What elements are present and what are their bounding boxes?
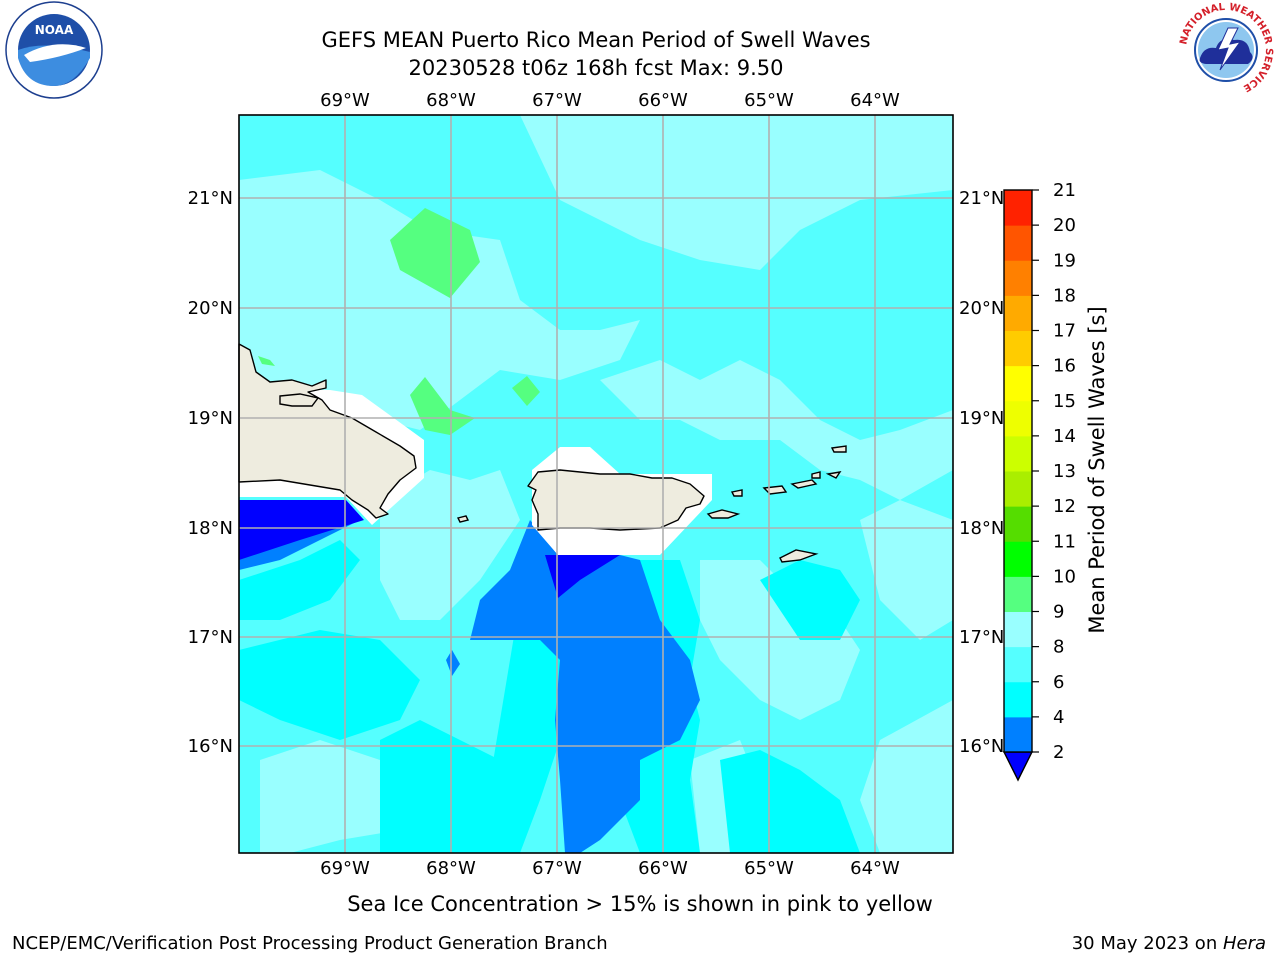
footer-credit: NCEP/EMC/Verification Post Processing Pr… xyxy=(12,933,608,954)
colorbar-segment xyxy=(1004,190,1032,226)
lon-label: 67°W xyxy=(532,90,582,111)
colorbar-tick-label: 11 xyxy=(1053,531,1076,552)
lat-label: 17°N xyxy=(959,627,1004,648)
colorbar-segment xyxy=(1004,365,1032,402)
colorbar-segment xyxy=(1004,400,1032,437)
colorbar-segment xyxy=(1004,681,1032,718)
colorbar-tick-label: 17 xyxy=(1053,321,1076,342)
footer-host: Hera xyxy=(1222,933,1266,954)
colorbar-segment xyxy=(1004,295,1032,331)
lon-label: 65°W xyxy=(744,90,794,111)
lat-label: 17°N xyxy=(188,627,233,648)
colorbar-segment xyxy=(1004,576,1032,612)
noaa-logo-text: NOAA xyxy=(35,23,74,37)
lon-label: 66°W xyxy=(638,858,688,879)
colorbar: 2 4 6 8 9 10 11 12 13 14 15 16 17 18 19 20 21 xyxy=(1002,180,1076,782)
lat-label: 21°N xyxy=(959,188,1004,209)
colorbar-tick-label: 19 xyxy=(1053,250,1076,271)
lon-label: 66°W xyxy=(638,90,688,111)
lat-label: 18°N xyxy=(959,518,1004,539)
lat-label: 21°N xyxy=(188,188,233,209)
colorbar-tick-label: 20 xyxy=(1053,215,1076,236)
lat-label: 18°N xyxy=(188,518,233,539)
lat-label: 19°N xyxy=(959,408,1004,429)
right-latitude-labels: 21°N 20°N 19°N 18°N 17°N 16°N xyxy=(959,188,1004,757)
colorbar-tick-label: 8 xyxy=(1053,637,1064,658)
colorbar-segment xyxy=(1004,225,1032,261)
lon-label: 68°W xyxy=(426,90,476,111)
lat-label: 20°N xyxy=(188,298,233,319)
map-subtitle: 20230528 t06z 168h fcst Max: 9.50 xyxy=(408,56,784,80)
map-title: GEFS MEAN Puerto Rico Mean Period of Swe… xyxy=(321,28,871,52)
colorbar-tick-label: 9 xyxy=(1053,602,1064,623)
bottom-longitude-labels: 69°W 68°W 67°W 66°W 65°W 64°W xyxy=(320,858,900,879)
top-longitude-labels: 69°W 68°W 67°W 66°W 65°W 64°W xyxy=(320,90,900,111)
colorbar-tick-label: 12 xyxy=(1053,496,1076,517)
colorbar-tick-label: 4 xyxy=(1053,707,1064,728)
lon-label: 64°W xyxy=(850,858,900,879)
lat-label: 16°N xyxy=(959,736,1004,757)
map-frame xyxy=(238,114,954,854)
colorbar-segment xyxy=(1004,716,1032,753)
lat-label: 20°N xyxy=(959,298,1004,319)
hispaniola-land xyxy=(238,343,417,519)
colorbar-tick-label: 21 xyxy=(1053,180,1076,201)
footer-date: 30 May 2023 on Hera xyxy=(1072,933,1266,954)
map-gridlines xyxy=(239,115,953,853)
colorbar-tick-label: 6 xyxy=(1053,672,1064,693)
colorbar-tick-label: 18 xyxy=(1053,285,1076,306)
colorbar-tick-label: 16 xyxy=(1053,356,1076,377)
colorbar-extend-triangle xyxy=(1002,751,1034,782)
colorbar-segment xyxy=(1004,330,1032,367)
lat-label: 16°N xyxy=(188,736,233,757)
lon-label: 68°W xyxy=(426,858,476,879)
colorbar-segment xyxy=(1004,541,1032,577)
lon-label: 69°W xyxy=(320,858,370,879)
colorbar-label: Mean Period of Swell Waves [s] xyxy=(1085,306,1109,633)
colorbar-tick-label: 14 xyxy=(1053,426,1076,447)
colorbar-segment xyxy=(1004,611,1032,648)
colorbar-segment xyxy=(1004,506,1032,542)
sea-ice-note: Sea Ice Concentration > 15% is shown in … xyxy=(347,892,933,916)
noaa-logo-icon: NOAA xyxy=(5,1,103,99)
footer-date-text: 30 May 2023 on xyxy=(1071,933,1223,954)
lon-label: 65°W xyxy=(744,858,794,879)
lon-label: 69°W xyxy=(320,90,370,111)
colorbar-tick-label: 13 xyxy=(1053,461,1076,482)
lon-label: 67°W xyxy=(532,858,582,879)
lat-label: 19°N xyxy=(188,408,233,429)
puerto-rico-land xyxy=(527,469,705,531)
tortuga-island xyxy=(279,393,320,407)
lon-label: 64°W xyxy=(850,90,900,111)
colorbar-tick-label: 2 xyxy=(1053,742,1064,763)
colorbar-segment xyxy=(1004,471,1032,507)
saona-island xyxy=(456,515,470,523)
period-below-4s-regions xyxy=(239,500,620,598)
colorbar-tick-label: 15 xyxy=(1053,391,1076,412)
colorbar-segment xyxy=(1004,260,1032,296)
colorbar-segment xyxy=(1004,435,1032,472)
colorbar-tick-label: 10 xyxy=(1053,566,1076,587)
left-latitude-labels: 21°N 20°N 19°N 18°N 17°N 16°N xyxy=(188,188,233,757)
nws-logo-icon: NATIONAL WEATHER SERVICE xyxy=(1178,2,1274,98)
colorbar-segment xyxy=(1004,646,1032,683)
period-9-10s-regions xyxy=(258,208,540,435)
